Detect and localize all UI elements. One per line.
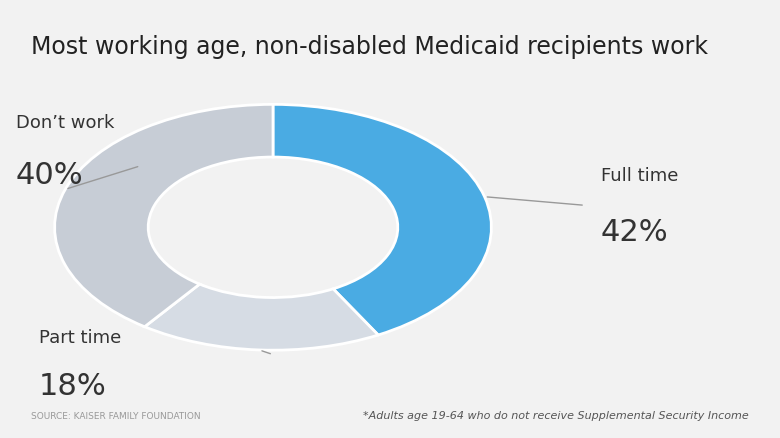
Wedge shape	[55, 105, 273, 327]
Text: Part time: Part time	[39, 328, 121, 346]
Text: *Adults age 19-64 who do not receive Supplemental Security Income: *Adults age 19-64 who do not receive Sup…	[363, 410, 749, 420]
Text: Don’t work: Don’t work	[16, 113, 114, 132]
Wedge shape	[273, 105, 491, 335]
Text: Most working age, non-disabled Medicaid recipients work: Most working age, non-disabled Medicaid …	[31, 35, 708, 59]
Text: Full time: Full time	[601, 166, 678, 184]
Text: SOURCE: KAISER FAMILY FOUNDATION: SOURCE: KAISER FAMILY FOUNDATION	[31, 411, 200, 420]
Wedge shape	[144, 284, 378, 350]
Text: 18%: 18%	[39, 371, 107, 400]
Text: 40%: 40%	[16, 161, 83, 190]
Text: 42%: 42%	[601, 218, 668, 247]
